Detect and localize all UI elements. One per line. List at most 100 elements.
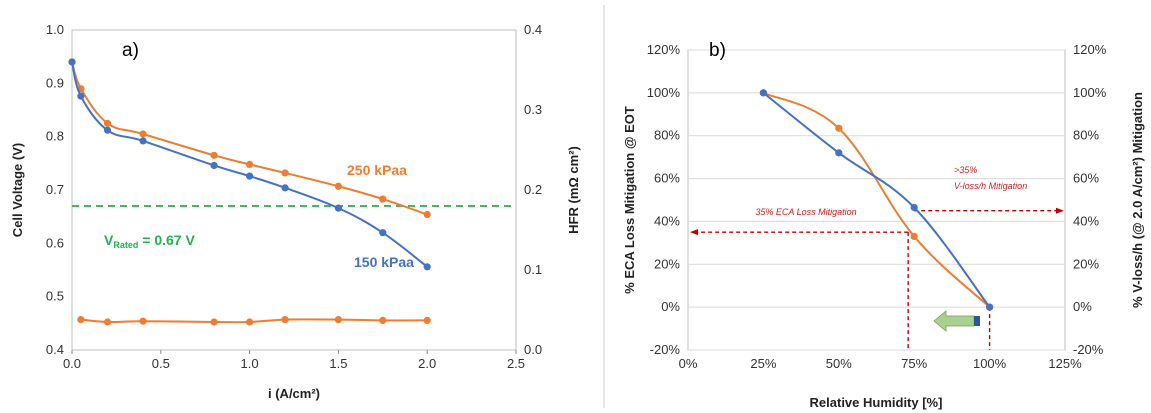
chart-a-y-tick-label: 0.4: [46, 342, 64, 357]
chart-a-series: [68, 58, 431, 326]
chart-a-series-2-point: [139, 317, 147, 325]
chart-b-y-tick-label: -20%: [650, 342, 681, 357]
chart-b-y2-tick-label: 80%: [1073, 128, 1099, 143]
chart-a-series-2-point: [281, 316, 289, 324]
chart-a-x-tick-label: 0.0: [63, 356, 81, 371]
chart-b-series: [759, 89, 994, 311]
chart-b-series-1-point: [910, 203, 918, 212]
chart-b-vloss-guide-arrowhead: [1056, 207, 1064, 214]
chart-a-x-tick-label: 1.0: [241, 356, 259, 371]
chart-b-y2-tick-label: 20%: [1073, 256, 1099, 271]
chart-a-y2-axis-label: HFR (mΩ cm²): [566, 146, 581, 234]
chart-a-series-2-point: [246, 318, 254, 326]
chart-b-x-tick-label: 0%: [679, 356, 698, 371]
chart-a-y2-tick-label: 0.1: [524, 262, 542, 277]
chart-b-y2-axis-label: % V-loss/h (@ 2.0 A/cm²) Mitigation: [1130, 92, 1145, 308]
chart-a-series-0-line: [71, 61, 428, 216]
chart-a-series-1-point: [281, 184, 289, 192]
chart-a-series-1-point: [68, 58, 76, 66]
chart-a-panel-label: a): [122, 40, 139, 61]
chart-a-series-1-point: [246, 172, 254, 180]
chart-a-series-0-point: [246, 160, 254, 168]
chart-b-y-tick-label: 60%: [654, 171, 680, 186]
chart-a-series-2-point: [103, 318, 112, 326]
chart-b-series-1-point: [759, 89, 768, 97]
chart-a-y-tick-label: 0.6: [46, 235, 64, 250]
chart-a-series-0-point: [281, 169, 289, 177]
chart-a-ticks: 0.0 0.5 1.0 1.5 2.0 2.5 0.4 0.5 0.6 0.7 0.8 0.9 1.0 0…: [46, 22, 542, 371]
chart-a-y-tick-label: 0.8: [46, 129, 64, 144]
chart-a-y-tick-label: 0.5: [46, 289, 64, 304]
chart-a-y-tick-label: 0.9: [46, 75, 64, 90]
chart-b-x-axis-label: Relative Humidity [%]: [810, 395, 943, 410]
chart-b-x-tick-label: 100%: [973, 356, 1007, 371]
chart-b-y-tick-label: 40%: [654, 213, 680, 228]
chart-a-vrated-label: VRated = 0.67 V: [104, 232, 195, 250]
chart-b-y2-tick-label: 60%: [1073, 171, 1099, 186]
chart-b-y-tick-label: 20%: [654, 256, 680, 271]
chart-b-plot-area: [687, 49, 1066, 351]
chart-b-y2-tick-label: -20%: [1073, 342, 1104, 357]
chart-b-eca-guide-arrowhead: [690, 229, 698, 236]
chart-b-x-tick-label: 25%: [750, 356, 776, 371]
chart-b-x-tick-label: 50%: [826, 356, 852, 371]
chart-a-y2-tick-label: 0.0: [524, 342, 542, 357]
chart-b-annotation-vloss-1: >35%: [954, 165, 977, 175]
chart-b-y2-tick-label: 0%: [1073, 299, 1092, 314]
chart-a-series-1-point: [103, 126, 112, 134]
chart-a-y2-tick-label: 0.4: [524, 22, 542, 37]
chart-b: 0% 25% 50% 75% 100% 125%-20%0%20%40%60%80%100…: [622, 40, 1145, 410]
chart-a-y-tick-label: 1.0: [46, 22, 64, 37]
chart-a-y2-tick-label: 0.3: [524, 102, 542, 117]
chart-a-x-tick-label: 2.0: [418, 356, 436, 371]
chart-a-series-label-250: 250 kPaa: [347, 162, 407, 178]
chart-b-y2-tick-label: 40%: [1073, 213, 1099, 228]
chart-a-series-1-line: [71, 61, 428, 268]
chart-b-y-tick-label: 0%: [661, 299, 680, 314]
chart-b-series-0-line: [762, 91, 991, 308]
chart-b-x-tick-label: 125%: [1048, 356, 1082, 371]
chart-a-series-0-point: [423, 210, 431, 219]
chart-a-series-0-point: [379, 195, 387, 203]
chart-a-series-2-point: [334, 316, 342, 324]
chart-b-panel-label: b): [709, 40, 726, 61]
chart-a-series-2-point: [423, 316, 431, 324]
chart-b-series-1-point: [835, 149, 843, 157]
chart-b-ticks: 0% 25% 50% 75% 100% 125%-20%0%20%40%60%80%100…: [647, 42, 1107, 371]
chart-a-series-1-point: [379, 229, 387, 237]
chart-a-x-tick-label: 0.5: [152, 356, 170, 371]
chart-a-series-2-point: [77, 316, 85, 324]
chart-a-series-0-point: [139, 130, 147, 138]
chart-a-x-axis-label: i (A/cm²): [268, 386, 320, 401]
chart-b-series-0-point: [835, 124, 843, 132]
chart-b-y-axis-label: % ECA Loss Mitigation @ EOT: [622, 106, 637, 294]
chart-a-series-2-point: [210, 318, 218, 326]
chart-b-y-tick-label: 100%: [647, 85, 681, 100]
chart-b-y2-tick-label: 100%: [1073, 85, 1107, 100]
chart-a-series-2-point: [379, 316, 387, 324]
chart-b-y-tick-label: 120%: [647, 42, 681, 57]
chart-a-y2-tick-label: 0.2: [524, 182, 542, 197]
chart-a-y-tick-label: 0.7: [46, 182, 64, 197]
chart-a-x-tick-label: 2.5: [507, 356, 525, 371]
chart-a-series-1-point: [210, 161, 218, 170]
chart-b-y-tick-label: 80%: [654, 128, 680, 143]
chart-a-series-0-point: [334, 182, 342, 190]
chart-a-y-axis-label: Cell Voltage (V): [10, 143, 25, 237]
chart-a-series-label-150: 150 kPaa: [354, 254, 414, 270]
chart-b-annotation-vloss-2: V-loss/h Mitigation: [954, 181, 1027, 191]
chart-a-series-0-point: [103, 119, 112, 127]
chart-a-series-1-point: [139, 137, 147, 145]
chart-a-series-1-point: [334, 204, 342, 212]
chart-b-series-0-point: [910, 232, 918, 241]
chart-b-x-tick-label: 75%: [901, 356, 927, 371]
chart-b-series-1-point: [986, 303, 994, 311]
chart-b-y2-tick-label: 120%: [1073, 42, 1107, 57]
chart-a-x-tick-label: 1.5: [329, 356, 347, 371]
chart-b-annotation-eca: 35% ECA Loss Mitigation: [755, 207, 856, 217]
chart-a-series-1-point: [77, 92, 85, 100]
chart-a-series-0-point: [210, 151, 218, 159]
chart-a-series-1-point: [423, 263, 431, 271]
chart-b-series-1-line: [762, 92, 991, 308]
